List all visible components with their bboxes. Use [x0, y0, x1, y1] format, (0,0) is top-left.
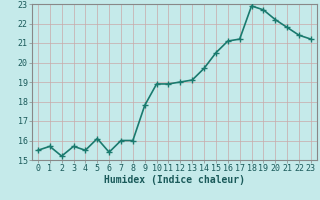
- X-axis label: Humidex (Indice chaleur): Humidex (Indice chaleur): [104, 175, 245, 185]
